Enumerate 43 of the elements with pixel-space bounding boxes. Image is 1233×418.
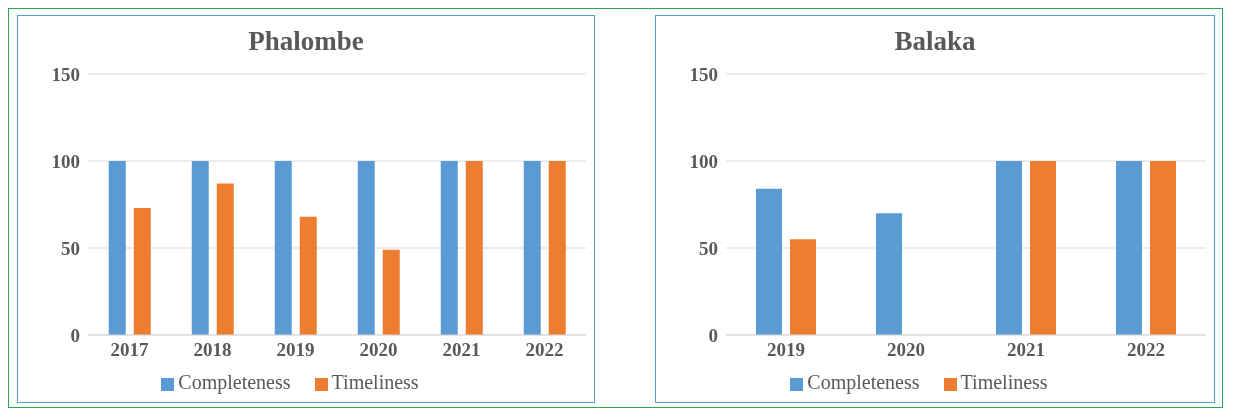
bar: [440, 161, 458, 335]
legend-label: Timeliness: [331, 371, 419, 393]
legend-label: Completeness: [807, 371, 920, 393]
x-tick-label: 2019: [767, 339, 805, 361]
x-tick-label: 2017: [110, 339, 149, 361]
y-tick-label: 0: [70, 324, 80, 346]
bar: [1030, 161, 1056, 335]
bar: [756, 188, 782, 335]
y-tick-label: 100: [51, 150, 80, 172]
x-tick-label: 2022: [1127, 339, 1165, 361]
bar: [216, 183, 234, 335]
y-tick-label: 100: [689, 150, 718, 172]
x-tick-label: 2022: [525, 339, 564, 361]
y-tick-label: 0: [708, 324, 718, 346]
chart-title: Balaka: [894, 26, 976, 56]
bar: [548, 161, 566, 335]
bar: [1150, 161, 1176, 335]
x-tick-label: 2021: [1007, 339, 1045, 361]
bar: [523, 161, 541, 335]
bar: [357, 161, 375, 335]
bar: [299, 216, 317, 335]
bar: [108, 161, 126, 335]
bar: [876, 213, 902, 335]
y-tick-label: 50: [699, 237, 718, 259]
y-tick-label: 50: [61, 237, 80, 259]
x-tick-label: 2018: [193, 339, 232, 361]
legend-label: Timeliness: [960, 371, 1048, 393]
legend-label: Completeness: [178, 371, 291, 393]
chart-title: Phalombe: [248, 26, 364, 56]
y-tick-label: 150: [51, 63, 80, 85]
bar: [382, 249, 400, 335]
x-tick-label: 2020: [359, 339, 398, 361]
x-tick-label: 2019: [276, 339, 315, 361]
bar: [133, 207, 151, 335]
bar: [996, 161, 1022, 335]
bar: [191, 161, 209, 335]
y-tick-label: 150: [689, 63, 718, 85]
bar: [1116, 161, 1142, 335]
x-tick-label: 2020: [887, 339, 925, 361]
x-tick-label: 2021: [442, 339, 481, 361]
bar: [274, 161, 292, 335]
bar: [790, 239, 816, 335]
bar: [465, 161, 483, 335]
